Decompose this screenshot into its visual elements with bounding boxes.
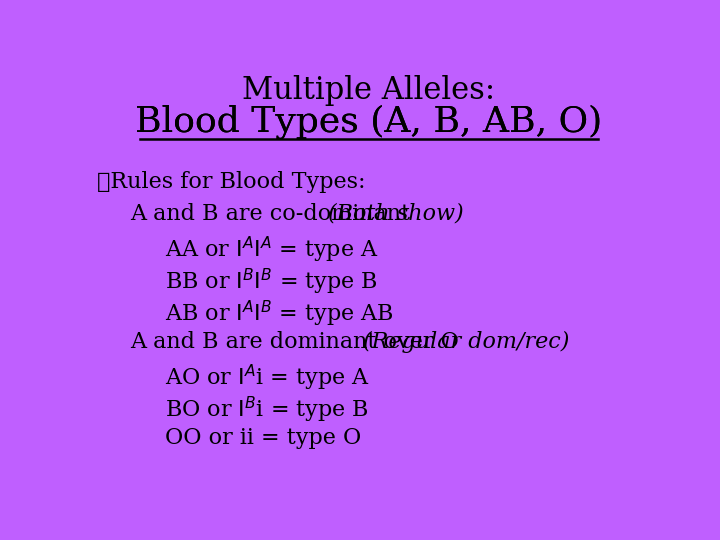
Text: A and B are co-dominant: A and B are co-dominant bbox=[130, 203, 418, 225]
Text: ❖Rules for Blood Types:: ❖Rules for Blood Types: bbox=[96, 171, 365, 193]
Text: AO or $\mathsf{I}^A$i = type A: AO or $\mathsf{I}^A$i = type A bbox=[166, 363, 370, 393]
Text: Multiple Alleles:: Multiple Alleles: bbox=[243, 75, 495, 106]
Text: Blood Types (A, B, AB, O): Blood Types (A, B, AB, O) bbox=[135, 104, 603, 139]
Text: AB or $\mathsf{I}^A\mathsf{I}^B$ = type AB: AB or $\mathsf{I}^A\mathsf{I}^B$ = type … bbox=[166, 299, 394, 329]
Text: OO or ii = type O: OO or ii = type O bbox=[166, 427, 361, 449]
Text: (Regular dom/rec): (Regular dom/rec) bbox=[364, 331, 570, 353]
Text: BO or $\mathsf{I}^B$i = type B: BO or $\mathsf{I}^B$i = type B bbox=[166, 395, 369, 425]
Text: BB or $\mathsf{I}^B\mathsf{I}^B$ = type B: BB or $\mathsf{I}^B\mathsf{I}^B$ = type … bbox=[166, 267, 378, 297]
Text: (Both show): (Both show) bbox=[328, 203, 464, 225]
Text: A and B are dominant over O: A and B are dominant over O bbox=[130, 331, 466, 353]
Text: AA or $\mathsf{I}^A\mathsf{I}^A$ = type A: AA or $\mathsf{I}^A\mathsf{I}^A$ = type … bbox=[166, 235, 379, 265]
Text: Blood Types (A, B, AB, O): Blood Types (A, B, AB, O) bbox=[135, 104, 603, 139]
